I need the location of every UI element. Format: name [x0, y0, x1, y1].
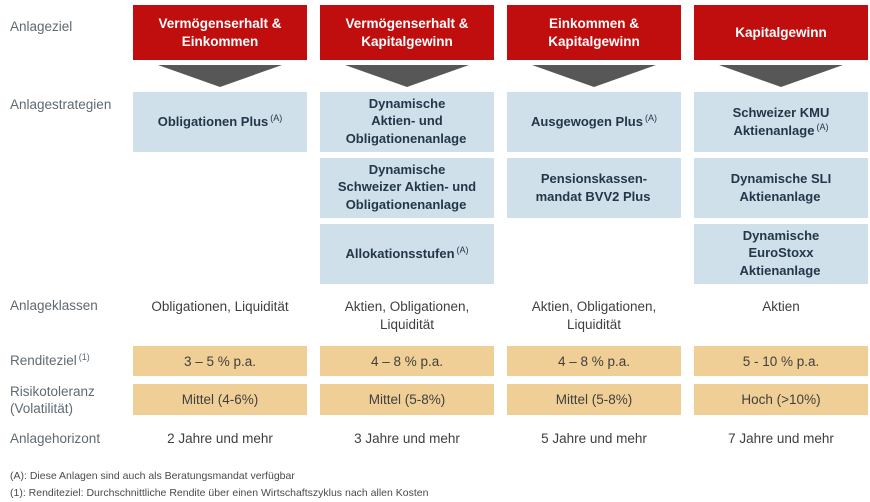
strategy-box: Dynamische Aktien- und Obligationenanlag…	[320, 92, 494, 152]
arrow-down-icon	[719, 65, 843, 87]
return-target-col2: 4 – 8 % p.a.	[320, 346, 494, 376]
asset-classes-col3: Aktien, Obligationen, Liquidität	[531, 299, 657, 333]
goal-row: Anlageziel Vermögenserhalt & Einkommen V…	[10, 5, 868, 60]
risk-tolerance-col3: Mittel (5-8%)	[507, 384, 681, 415]
footnote-marker: (A)	[816, 121, 829, 132]
strategies-row: Anlagestrategien Obligationen Plus (A) Dy…	[10, 92, 868, 284]
strategy-label: Pensionskassen- mandat BVV2 Plus	[535, 170, 651, 204]
goal-header-col4: Kapitalgewinn	[694, 5, 868, 60]
arrow-down-icon	[532, 65, 656, 87]
strategy-box: Ausgewogen Plus (A)	[507, 92, 681, 152]
row-label-renditeziel: Renditeziel (1)	[10, 352, 120, 370]
strategy-label: Dynamische SLI Aktienanlage	[730, 170, 832, 204]
strategy-column-2: Dynamische Aktien- und Obligationenanlag…	[320, 92, 494, 284]
footnote-1: (1): Renditeziel: Durchschnittliche Rend…	[10, 486, 429, 499]
investment-strategy-matrix: Anlageziel Vermögenserhalt & Einkommen V…	[10, 5, 868, 448]
horizon-col2: 3 Jahre und mehr	[354, 430, 460, 446]
renditeziel-label: Renditeziel	[10, 353, 77, 369]
return-target-col1: 3 – 5 % p.a.	[133, 346, 307, 376]
return-target-col4: 5 - 10 % p.a.	[694, 346, 868, 376]
asset-classes-col2: Aktien, Obligationen, Liquidität	[344, 299, 470, 333]
strategy-box: Dynamische SLI Aktienanlage	[694, 158, 868, 218]
footnote-marker: (A)	[456, 245, 469, 256]
strategy-box: Obligationen Plus (A)	[133, 92, 307, 152]
strategy-box: Schweizer KMU Aktienanlage (A)	[694, 92, 868, 152]
risk-tolerance-row: Risikotoleranz (Volatilität) Mittel (4-6…	[10, 384, 868, 418]
strategy-label: Obligationen Plus	[157, 114, 269, 130]
strategy-box: Dynamische EuroStoxx Aktienanlage	[694, 224, 868, 284]
asset-classes-col1: Obligationen, Liquidität	[151, 299, 289, 314]
goal-header-col3: Einkommen & Kapitalgewinn	[507, 5, 681, 60]
footnote-marker: (A)	[270, 113, 283, 124]
strategy-label: Dynamische Schweizer Aktien- und Obligat…	[337, 162, 477, 212]
return-target-row: Renditeziel (1) 3 – 5 % p.a. 4 – 8 % p.a.…	[10, 346, 868, 376]
footnote-a: (A): Diese Anlagen sind auch als Beratun…	[10, 469, 295, 482]
horizon-col1: 2 Jahre und mehr	[167, 430, 273, 446]
horizon-row: Anlagehorizont 2 Jahre und mehr 3 Jahre …	[10, 431, 868, 448]
risk-tolerance-col4: Hoch (>10%)	[694, 384, 868, 415]
return-target-col3: 4 – 8 % p.a.	[507, 346, 681, 376]
row-label-anlageziel: Anlageziel	[10, 19, 73, 34]
risk-tolerance-col1: Mittel (4-6%)	[133, 384, 307, 415]
arrow-row	[10, 60, 868, 92]
horizon-col3: 5 Jahre und mehr	[541, 430, 647, 446]
strategy-label: Schweizer KMU Aktienanlage	[732, 104, 830, 138]
footnote-marker: (1)	[78, 352, 90, 363]
row-label-anlageklassen: Anlageklassen	[10, 298, 98, 313]
strategy-label: Dynamische Aktien- und Obligationenanlag…	[345, 96, 467, 146]
asset-classes-row: Anlageklassen Obligationen, Liquidität A…	[10, 298, 868, 344]
strategy-column-1: Obligationen Plus (A)	[133, 92, 307, 284]
strategy-label: Allokationsstufen	[345, 246, 455, 262]
row-label-anlagestrategien: Anlagestrategien	[10, 97, 112, 112]
strategy-box: Dynamische Schweizer Aktien- und Obligat…	[320, 158, 494, 218]
footnote-marker: (A)	[644, 113, 657, 124]
arrow-down-icon	[345, 65, 469, 87]
strategy-label: Ausgewogen Plus	[531, 114, 643, 130]
risk-tolerance-col2: Mittel (5-8%)	[320, 384, 494, 415]
asset-classes-col4: Aktien	[762, 299, 800, 314]
horizon-col4: 7 Jahre und mehr	[728, 430, 834, 446]
strategy-column-3: Ausgewogen Plus (A) Pensionskassen- manda…	[507, 92, 681, 284]
goal-header-col1: Vermögenserhalt & Einkommen	[133, 5, 307, 60]
arrow-down-icon	[158, 65, 282, 87]
row-label-risikotoleranz: Risikotoleranz (Volatilität)	[10, 384, 95, 416]
strategy-box: Allokationsstufen (A)	[320, 224, 494, 284]
strategy-box: Pensionskassen- mandat BVV2 Plus	[507, 158, 681, 218]
strategy-column-4: Schweizer KMU Aktienanlage (A) Dynamische…	[694, 92, 868, 284]
row-label-anlagehorizont: Anlagehorizont	[10, 430, 101, 446]
goal-header-col2: Vermögenserhalt & Kapitalgewinn	[320, 5, 494, 60]
footnotes: (A): Diese Anlagen sind auch als Beratun…	[0, 468, 870, 502]
strategy-label: Dynamische EuroStoxx Aktienanlage	[739, 228, 821, 278]
